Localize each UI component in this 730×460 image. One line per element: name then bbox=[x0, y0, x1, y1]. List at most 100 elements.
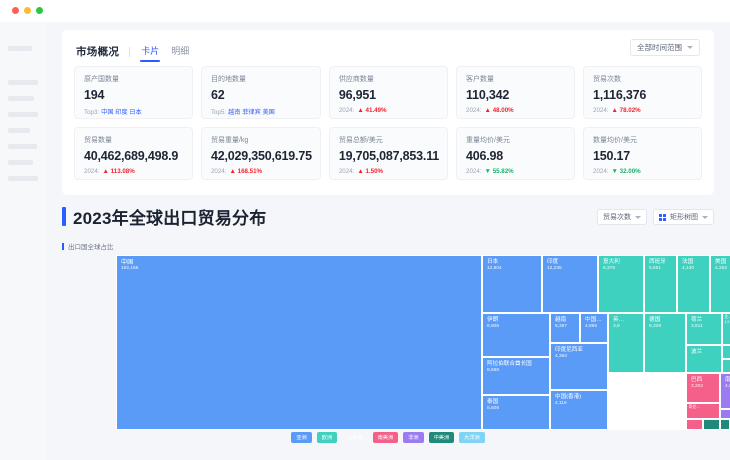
page-body: 市场概况 卡片 明细 全部时间范围 原产国数量 194 Top3: 中国 印度 日… bbox=[0, 22, 730, 460]
arrow-up-icon: ▲ bbox=[357, 107, 364, 114]
time-range-select[interactable]: 全部时间范围 bbox=[630, 39, 700, 56]
treemap-cell-ca-small-1[interactable] bbox=[703, 419, 720, 430]
legend-item-central-america[interactable]: 中美洲 bbox=[428, 432, 455, 443]
kpi-card[interactable]: 原产国数量 194 Top3: 中国 印度 日本 bbox=[74, 66, 193, 119]
kpi-value: 19,705,087,853.11 bbox=[338, 149, 440, 163]
kpi-label: 贸易总额/美元 bbox=[338, 137, 383, 144]
treemap-cell-value: 5,387 bbox=[555, 324, 568, 329]
treemap-cell-china-other[interactable]: 中国… 4,895 bbox=[580, 313, 608, 343]
kpi-sub-prefix: 2024: bbox=[466, 107, 482, 114]
kpi-card[interactable]: 贸易重量/kg 42,029,350,619.75 2024: ▲ 168.51% bbox=[200, 127, 321, 180]
treemap-cell-value: 12,235 bbox=[547, 266, 562, 271]
kpi-card[interactable]: 客户数量 110,342 2024: ▲ 48.00% bbox=[456, 66, 576, 119]
kpi-value: 62 bbox=[210, 88, 225, 102]
treemap-cell-value: 8,329 bbox=[649, 324, 662, 329]
treemap-cell-france[interactable]: 法国 4,130 bbox=[677, 255, 710, 313]
title-accent-bar bbox=[62, 207, 66, 226]
treemap-cell-name: 伊朗 bbox=[487, 317, 499, 323]
treemap-cell-usa-top[interactable]: 美国 4,252 bbox=[710, 255, 730, 313]
kpi-card[interactable]: 重量均价/美元 406.98 2024: ▼ 55.82% bbox=[456, 127, 576, 180]
treemap-cell-poland[interactable]: 波兰 bbox=[686, 345, 722, 373]
time-range-value: 全部时间范围 bbox=[637, 43, 682, 52]
treemap-cell-name: 英… bbox=[613, 317, 625, 323]
legend-item-europe[interactable]: 欧洲 bbox=[316, 432, 338, 443]
kpi-card[interactable]: 贸易数量 40,462,689,498.9 2024: ▲ 113.08% bbox=[74, 127, 193, 180]
tab-details[interactable]: 明细 bbox=[171, 46, 190, 56]
maximize-button[interactable] bbox=[36, 7, 43, 14]
treemap-cell-italy[interactable]: 意大利 8,376 bbox=[598, 255, 644, 313]
sidebar-placeholder bbox=[8, 46, 32, 51]
kpi-top-links[interactable]: 越南 菲律宾 美国 bbox=[228, 109, 275, 116]
kpi-value: 110,342 bbox=[466, 88, 510, 102]
legend-item-oceania[interactable]: 大洋洲 bbox=[459, 432, 485, 443]
treemap-cell-southafrica[interactable]: 南非 4,047 bbox=[720, 373, 730, 409]
treemap-cell-thailand[interactable]: 泰国 5,508 bbox=[482, 395, 550, 430]
legend-item-south-america[interactable]: 南美洲 bbox=[372, 432, 399, 443]
minimize-button[interactable] bbox=[24, 7, 31, 14]
kpi-card[interactable]: 供应商数量 96,951 2024: ▲ 41.49% bbox=[328, 66, 449, 119]
treemap-cell-colombia[interactable]: 哥伦… bbox=[686, 403, 720, 419]
treemap-cell-value: 8,376 bbox=[603, 266, 616, 271]
kpi-sub: 2024: ▼ 32.00% bbox=[593, 168, 693, 175]
kpi-sub-prefix: 2024: bbox=[338, 168, 355, 175]
treemap-cell-indonesia[interactable]: 印度尼西亚 4,350 bbox=[550, 343, 608, 390]
sidebar-placeholder bbox=[8, 144, 37, 149]
kpi-card[interactable]: 目的地数量 62 Top5: 越南 菲律宾 美国 bbox=[200, 66, 321, 119]
kpi-delta-up: ▲ 168.51% bbox=[229, 168, 262, 175]
viewtype-select[interactable]: 矩形树图 bbox=[653, 209, 714, 225]
treemap-cell-europe-small-1[interactable] bbox=[722, 345, 730, 359]
treemap-cell-usa[interactable]: 美国 14,125 bbox=[608, 373, 686, 430]
chevron-down-icon bbox=[702, 215, 708, 219]
tab-cards[interactable]: 卡片 bbox=[140, 42, 161, 62]
kpi-sub: 2024: ▲ 113.08% bbox=[84, 168, 184, 175]
kpi-value: 40,462,689,498.9 bbox=[84, 149, 179, 163]
legend-item-north-america[interactable]: 北美洲 bbox=[347, 435, 363, 441]
treemap-cell-japan[interactable]: 日本 12,904 bbox=[482, 255, 542, 313]
kpi-card[interactable]: 数量均价/美元 150.17 2024: ▼ 32.00% bbox=[583, 127, 702, 180]
treemap-cell-vietnam[interactable]: 越南 5,387 bbox=[550, 313, 580, 343]
treemap-cell-iran[interactable]: 伊朗 8,905 bbox=[482, 313, 550, 357]
panel-title: 市场概况 bbox=[76, 46, 120, 58]
treemap-cell-india[interactable]: 印度 12,235 bbox=[542, 255, 598, 313]
treemap-cell-value: 8,905 bbox=[487, 324, 500, 329]
viewtype-select-value: 矩形树图 bbox=[670, 214, 698, 221]
window-titlebar bbox=[0, 0, 730, 22]
kpi-top-links[interactable]: 中国 印度 日本 bbox=[101, 109, 142, 116]
kpi-label: 供应商数量 bbox=[338, 76, 374, 83]
treemap-cell-value: 4,350 bbox=[555, 354, 568, 359]
treemap-cell-sa-small-1[interactable] bbox=[686, 419, 703, 430]
arrow-down-icon: ▼ bbox=[484, 168, 491, 175]
treemap-cell-name: 印度尼西亚 bbox=[555, 347, 583, 353]
treemap-cell-germany[interactable]: 德国 8,329 bbox=[644, 313, 686, 373]
close-button[interactable] bbox=[12, 7, 19, 14]
treemap-cell-value: 8,698 bbox=[487, 368, 500, 373]
market-overview-panel: 市场概况 卡片 明细 全部时间范围 原产国数量 194 Top3: 中国 印度 日… bbox=[62, 30, 714, 195]
treemap-cell-africa-small-1[interactable] bbox=[720, 409, 730, 419]
kpi-sub: Top3: 中国 印度 日本 bbox=[84, 107, 184, 116]
kpi-label: 贸易重量/kg bbox=[210, 137, 249, 144]
legend-item-asia[interactable]: 亚洲 bbox=[291, 432, 312, 443]
treemap-cell-name: 印度 bbox=[547, 259, 559, 265]
treemap-cell-brazil[interactable]: 巴西 3,202 bbox=[686, 373, 720, 403]
treemap-cell-belgium[interactable]: 比… 1,9.. bbox=[722, 313, 730, 345]
kpi-card[interactable]: 贸易总额/美元 19,705,087,853.11 2024: ▲ 1.50% bbox=[328, 127, 449, 180]
treemap-cell-europe-small-2[interactable] bbox=[722, 359, 730, 373]
legend-item-africa[interactable]: 非洲 bbox=[403, 432, 424, 443]
treemap-cell-uae[interactable]: 阿拉伯联合酋长国 8,698 bbox=[482, 357, 550, 395]
sidebar bbox=[0, 22, 46, 460]
kpi-sub-prefix: 2024: bbox=[210, 168, 227, 175]
treemap-cell-asia-small[interactable]: 英… 3,9 bbox=[608, 313, 644, 373]
treemap-cell-ca-small-2[interactable] bbox=[720, 419, 730, 430]
treemap-cell-hongkong[interactable]: 中国(香港) 4,116 bbox=[550, 390, 608, 430]
treemap-cell-china[interactable]: 中国 192,165 bbox=[116, 255, 482, 430]
kpi-sub-prefix: 2024: bbox=[338, 107, 355, 114]
metric-select[interactable]: 贸易次数 bbox=[597, 209, 647, 225]
treemap-cell-netherlands[interactable]: 荷兰 3,611 bbox=[686, 313, 722, 345]
sidebar-placeholder bbox=[8, 176, 38, 181]
kpi-card[interactable]: 贸易次数 1,116,376 2024: ▲ 78.02% bbox=[583, 66, 702, 119]
kpi-label: 客户数量 bbox=[466, 76, 495, 83]
kpi-delta-up: ▲ 78.02% bbox=[612, 107, 641, 114]
treemap-cell-spain[interactable]: 西班牙 5,651 bbox=[644, 255, 677, 313]
treemap-cell-name: 西班牙 bbox=[649, 259, 666, 265]
